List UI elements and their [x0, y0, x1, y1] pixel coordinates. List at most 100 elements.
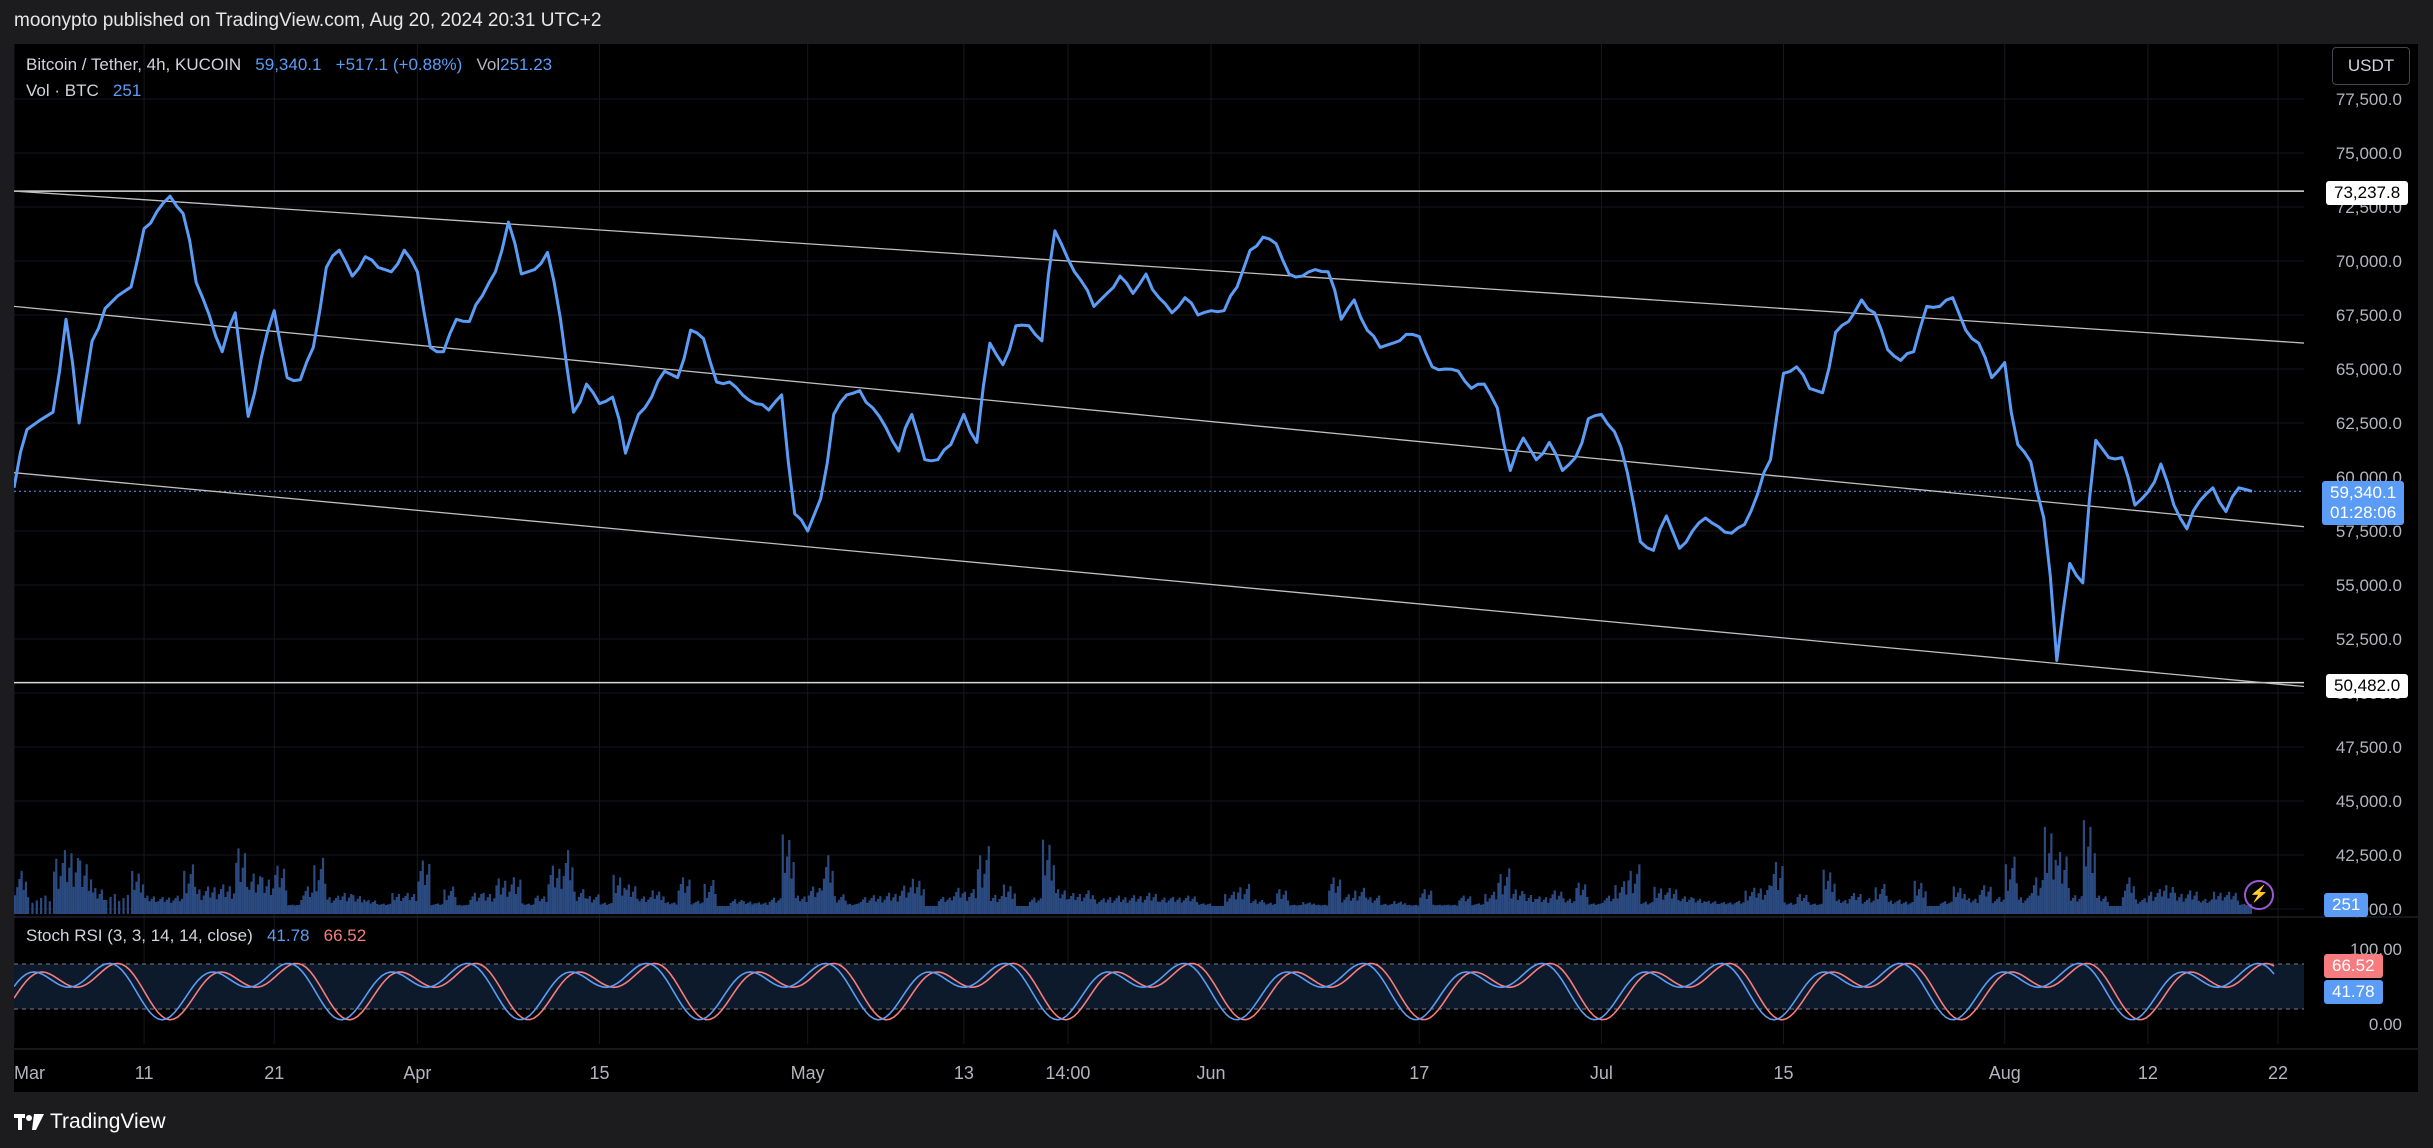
volume-bar	[757, 902, 761, 914]
volume-bar	[72, 886, 75, 914]
volume-bar	[1764, 894, 1767, 914]
volume-bar	[2102, 898, 2105, 914]
volume-bar	[1558, 895, 1561, 914]
volume-bar	[1989, 886, 1992, 914]
volume-bar	[133, 889, 136, 914]
volume-bar	[1484, 893, 1487, 914]
volume-bar	[1098, 901, 1101, 914]
volume-bar	[1382, 904, 1385, 914]
volume-bar	[1529, 895, 1533, 914]
volume-bar	[2154, 896, 2157, 914]
volume-bar	[1228, 898, 1231, 914]
volume-bar	[1592, 903, 1595, 914]
volume-bar	[1597, 904, 1600, 914]
volume-bar	[720, 906, 724, 914]
volume-bar	[1007, 891, 1010, 914]
volume-bar	[209, 897, 212, 914]
volume-bar	[1959, 888, 1962, 914]
lightning-icon[interactable]: ⚡	[2244, 880, 2274, 910]
chart-frame[interactable]: 77,500.0 75,000.0 72,500.0 70,000.0 67,500.0…	[14, 44, 2418, 1092]
volume-bar	[1308, 902, 1311, 914]
volume-bar	[1393, 901, 1396, 914]
volume-bar	[684, 892, 687, 914]
volume-bar	[699, 903, 702, 914]
volume-bar	[243, 853, 247, 914]
volume-bar	[1640, 904, 1643, 914]
volume-bar	[1957, 892, 1960, 914]
volume-bar	[1128, 900, 1131, 914]
volume-bar	[718, 906, 721, 914]
volume-bar	[1260, 900, 1264, 914]
chart-canvas[interactable]: 77,500.075,000.072,500.070,000.067,500.0…	[14, 44, 2418, 1092]
volume-bar	[1104, 902, 1107, 914]
volume-bar	[334, 898, 338, 914]
volume-bar	[1759, 888, 1762, 914]
volume-bar	[1588, 904, 1591, 914]
volume-bar	[274, 875, 277, 914]
volume-bar	[1295, 905, 1298, 914]
volume-bar	[113, 894, 116, 914]
volume-bar	[525, 904, 528, 914]
volume-bar	[478, 897, 481, 914]
volume-bar	[1076, 897, 1079, 914]
volume-bar	[183, 870, 186, 914]
vol-series-label[interactable]: Vol · BTC	[26, 81, 99, 100]
volume-bar	[1143, 899, 1147, 914]
volume-bar	[1907, 904, 1910, 914]
volume-bar	[1111, 902, 1114, 914]
volume-bar	[1571, 903, 1574, 914]
volume-bar	[432, 904, 435, 914]
volume-bar	[1874, 887, 1877, 914]
volume-bar	[2071, 897, 2075, 914]
volume-bar	[2124, 890, 2127, 914]
volume-bar	[1354, 890, 1357, 914]
price-axis-label: 52,500.0	[2336, 630, 2402, 649]
volume-bar	[1232, 891, 1235, 914]
volume-bar	[723, 906, 726, 914]
volume-bar	[2026, 898, 2029, 914]
volume-bar	[588, 896, 591, 914]
volume-bar	[1852, 893, 1856, 914]
volume-bar	[16, 887, 19, 914]
volume-bar	[163, 901, 166, 914]
volume-bar	[809, 891, 813, 914]
volume-bar	[241, 867, 244, 914]
volume-bar	[2024, 900, 2027, 914]
volume-bar	[1044, 875, 1047, 914]
volume-bar	[1659, 888, 1663, 914]
volume-bar	[1698, 898, 1702, 914]
volume-bar	[1061, 894, 1064, 914]
volume-bar	[593, 899, 596, 914]
volume-bar	[1857, 897, 1860, 914]
volume-bar	[1753, 887, 1756, 914]
tradingview-logo[interactable]: TradingView	[14, 1110, 166, 1134]
currency-button[interactable]: USDT	[2332, 47, 2410, 85]
volume-bar	[2210, 899, 2213, 914]
volume-bar	[1505, 877, 1509, 914]
volume-bar	[1724, 904, 1728, 914]
volume-bar	[436, 903, 440, 914]
volume-bar	[1980, 890, 1984, 914]
volume-bar	[1115, 898, 1118, 914]
volume-bar	[688, 879, 691, 914]
volume-bar	[1501, 894, 1504, 914]
volume-bar	[350, 894, 353, 914]
volume-bar	[1154, 893, 1157, 914]
volume-bar	[1243, 894, 1246, 914]
volume-bar	[1983, 885, 1986, 914]
symbol-label[interactable]: Bitcoin / Tether, 4h, KUCOIN	[26, 55, 242, 74]
volume-bar	[263, 892, 266, 914]
volume-bar	[861, 899, 865, 914]
stoch-label[interactable]: Stoch RSI (3, 3, 14, 14, close)	[26, 926, 253, 945]
volume-bar	[935, 906, 938, 914]
volume-bar	[272, 888, 275, 914]
volume-bar	[2056, 865, 2059, 914]
volume-bar	[460, 905, 463, 914]
volume-bar	[1022, 906, 1025, 914]
volume-bar	[1187, 895, 1190, 914]
volume-bar	[1070, 896, 1073, 914]
volume-bar	[1174, 901, 1177, 914]
volume-bar	[261, 877, 264, 914]
volume-bar	[857, 903, 860, 914]
volume-bar	[1993, 901, 1997, 914]
